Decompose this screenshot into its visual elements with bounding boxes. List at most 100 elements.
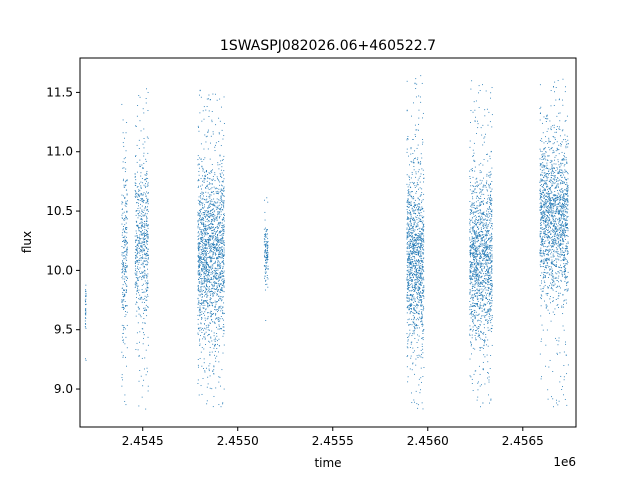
- data-point: [481, 298, 483, 300]
- data-point: [422, 226, 424, 228]
- data-point: [470, 272, 472, 273]
- data-point: [413, 250, 415, 251]
- data-point: [415, 275, 417, 277]
- data-point: [136, 342, 138, 344]
- data-point: [417, 144, 419, 146]
- data-point: [139, 294, 141, 296]
- data-point: [214, 247, 216, 249]
- data-point: [146, 260, 148, 262]
- data-point: [218, 188, 220, 190]
- data-point: [209, 227, 211, 229]
- data-point: [147, 227, 149, 229]
- data-point: [216, 348, 218, 349]
- data-point: [123, 263, 124, 265]
- data-point: [211, 283, 213, 285]
- data-point: [217, 264, 219, 266]
- data-point: [212, 179, 213, 181]
- data-point: [485, 289, 487, 291]
- data-point: [197, 249, 199, 251]
- data-point: [414, 199, 416, 201]
- data-point: [407, 231, 409, 233]
- data-point: [409, 201, 411, 203]
- data-point: [418, 123, 420, 125]
- data-point: [419, 206, 421, 208]
- data-point: [124, 171, 126, 173]
- data-point: [219, 173, 221, 175]
- data-point: [198, 164, 200, 165]
- data-point: [198, 130, 200, 132]
- data-point: [139, 211, 141, 213]
- data-point: [409, 284, 411, 286]
- data-point: [481, 288, 483, 290]
- data-point: [421, 317, 423, 319]
- data-point: [201, 311, 203, 313]
- data-point: [418, 301, 420, 303]
- data-point: [211, 236, 213, 238]
- data-point: [411, 115, 412, 117]
- data-point: [469, 292, 471, 294]
- data-point: [223, 224, 225, 226]
- data-point: [487, 232, 489, 234]
- data-point: [415, 263, 417, 264]
- data-point: [205, 277, 207, 279]
- data-point: [223, 220, 225, 222]
- data-point: [489, 314, 490, 315]
- data-point: [408, 234, 410, 236]
- data-point: [412, 161, 414, 163]
- data-point: [139, 267, 141, 269]
- data-point: [222, 352, 224, 354]
- data-point: [124, 301, 126, 302]
- data-point: [146, 235, 148, 237]
- data-point: [214, 270, 216, 272]
- data-point: [490, 315, 492, 317]
- data-point: [136, 144, 138, 146]
- data-point: [214, 337, 216, 339]
- data-point: [410, 266, 412, 268]
- data-point: [201, 219, 203, 221]
- data-point: [203, 180, 205, 182]
- data-point: [198, 257, 200, 259]
- data-point: [213, 205, 215, 207]
- data-point: [205, 266, 207, 267]
- data-point: [144, 298, 146, 300]
- data-point: [418, 280, 420, 282]
- data-point: [214, 273, 216, 275]
- data-point: [212, 133, 214, 135]
- data-point: [125, 243, 127, 245]
- data-point: [211, 261, 213, 263]
- data-point: [417, 229, 418, 231]
- data-point: [145, 310, 147, 311]
- data-point: [123, 289, 125, 290]
- data-point: [267, 201, 269, 203]
- data-point: [488, 272, 490, 274]
- data-point: [218, 381, 220, 383]
- data-point: [420, 162, 422, 164]
- data-point: [409, 250, 411, 252]
- data-point: [218, 241, 220, 243]
- data-point: [122, 355, 124, 357]
- data-point: [481, 263, 482, 265]
- data-point: [136, 161, 138, 163]
- data-point: [221, 252, 223, 254]
- data-point: [414, 316, 415, 318]
- data-point: [124, 276, 126, 278]
- data-point: [211, 200, 213, 202]
- data-point: [481, 234, 483, 236]
- data-point: [208, 210, 209, 212]
- data-point: [218, 250, 219, 252]
- data-point: [201, 302, 203, 304]
- data-point: [123, 247, 125, 249]
- data-point: [486, 314, 488, 316]
- data-point: [423, 297, 425, 299]
- data-point: [136, 281, 137, 283]
- data-point: [125, 291, 127, 293]
- data-point: [208, 243, 210, 245]
- data-point: [205, 247, 206, 249]
- data-point: [490, 331, 492, 333]
- data-point: [220, 198, 222, 199]
- data-point: [223, 286, 225, 288]
- data-point: [420, 233, 422, 235]
- data-point: [205, 264, 207, 265]
- data-point: [471, 279, 473, 281]
- data-point: [407, 248, 409, 250]
